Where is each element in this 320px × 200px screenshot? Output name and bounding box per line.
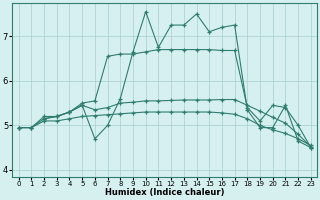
X-axis label: Humidex (Indice chaleur): Humidex (Indice chaleur) xyxy=(105,188,225,197)
